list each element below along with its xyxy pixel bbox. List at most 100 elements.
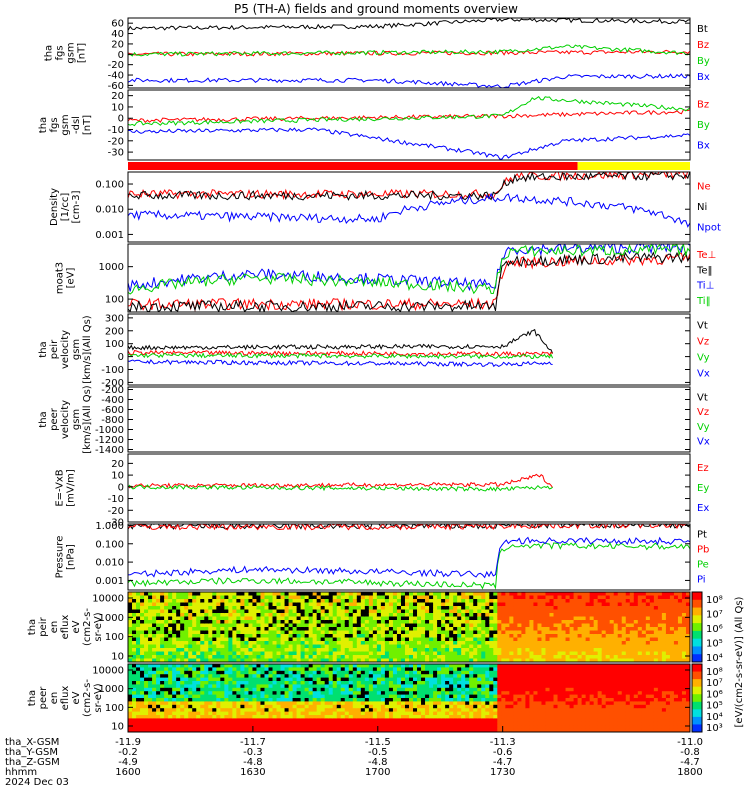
heatmap-cell xyxy=(192,698,197,702)
heatmap-cell xyxy=(333,603,338,607)
series-line-density-1 xyxy=(128,171,690,200)
heatmap-cell xyxy=(501,681,506,685)
heatmap-cell xyxy=(128,592,133,596)
heatmap-cell xyxy=(646,638,651,642)
heatmap-cell xyxy=(441,698,446,702)
heatmap-cell xyxy=(445,674,450,678)
heatmap-cell xyxy=(333,708,338,712)
heatmap-cell xyxy=(188,596,193,600)
heatmap-cell xyxy=(529,610,534,614)
heatmap-cell xyxy=(385,634,390,638)
heatmap-cell xyxy=(192,648,197,652)
heatmap-cell xyxy=(365,664,370,668)
heatmap-cell xyxy=(545,641,550,645)
heatmap-cell xyxy=(537,627,542,631)
heatmap-cell xyxy=(188,620,193,624)
heatmap-cell xyxy=(614,620,619,624)
heatmap-cell xyxy=(413,688,418,692)
heatmap-cell xyxy=(337,718,342,722)
series-line-bfgs-1 xyxy=(128,97,690,126)
heatmap-cell xyxy=(602,620,607,624)
heatmap-cell xyxy=(465,596,470,600)
series-line-temp-0 xyxy=(128,253,690,309)
heatmap-cell xyxy=(305,592,310,596)
heatmap-cell xyxy=(373,695,378,699)
heatmap-cell xyxy=(574,652,579,656)
heatmap-cell xyxy=(481,712,486,716)
heatmap-cell xyxy=(152,681,157,685)
heatmap-cell xyxy=(317,705,322,709)
heatmap-cell xyxy=(457,684,462,688)
heatmap-cell xyxy=(517,592,522,596)
panel-frame xyxy=(128,90,690,160)
legend-label: Pb xyxy=(697,545,709,556)
heatmap-cell xyxy=(533,631,538,635)
heatmap-cell xyxy=(333,725,338,729)
heatmap-cell xyxy=(465,722,470,726)
heatmap-cell xyxy=(152,631,157,635)
heatmap-cell xyxy=(441,667,446,671)
heatmap-cell xyxy=(301,674,306,678)
heatmap-cell xyxy=(558,610,563,614)
heatmap-cell xyxy=(525,606,530,610)
series-line-efield-0 xyxy=(128,474,553,487)
heatmap-cell xyxy=(638,645,643,649)
heatmap-cell xyxy=(140,715,145,719)
heatmap-cell xyxy=(473,712,478,716)
heatmap-cell xyxy=(525,624,530,628)
heatmap-cell xyxy=(586,638,591,642)
heatmap-cell xyxy=(413,652,418,656)
heatmap-cell xyxy=(658,631,663,635)
heatmap-cell xyxy=(389,712,394,716)
heatmap-cell xyxy=(269,610,274,614)
heatmap-cell xyxy=(357,705,362,709)
heatmap-cell xyxy=(497,599,502,603)
heatmap-cell xyxy=(345,592,350,596)
legend-label: Vy xyxy=(697,422,710,433)
heatmap-cell xyxy=(517,617,522,621)
heatmap-cell xyxy=(598,603,603,607)
heatmap-cell xyxy=(469,599,474,603)
heatmap-cell xyxy=(473,722,478,726)
heatmap-cell xyxy=(144,624,149,628)
heatmap-cell xyxy=(425,634,430,638)
heatmap-cell xyxy=(188,671,193,675)
heatmap-cell xyxy=(204,698,209,702)
heatmap-cell xyxy=(325,610,330,614)
legend-label: Vz xyxy=(697,407,709,418)
heatmap-cell xyxy=(140,708,145,712)
heatmap-cell xyxy=(188,631,193,635)
heatmap-cell xyxy=(297,603,302,607)
heatmap-cell xyxy=(425,678,430,682)
heatmap-cell xyxy=(650,648,655,652)
heatmap-cell xyxy=(509,681,514,685)
heatmap-cell xyxy=(421,655,426,659)
heatmap-cell xyxy=(281,655,286,659)
heatmap-cell xyxy=(293,664,298,668)
heatmap-cell xyxy=(437,664,442,668)
heatmap-cell xyxy=(136,596,141,600)
heatmap-cell xyxy=(289,610,294,614)
heatmap-cell xyxy=(128,718,133,722)
heatmap-cell xyxy=(389,606,394,610)
heatmap-cell xyxy=(321,718,326,722)
heatmap-cell xyxy=(485,638,490,642)
heatmap-cell xyxy=(481,708,486,712)
y-axis-label: peir xyxy=(38,616,49,636)
heatmap-cell xyxy=(277,718,282,722)
heatmap-cell xyxy=(317,596,322,600)
heatmap-cell xyxy=(666,592,671,596)
heatmap-cell xyxy=(289,701,294,705)
heatmap-cell xyxy=(349,627,354,631)
heatmap-cell xyxy=(144,725,149,729)
heatmap-cell xyxy=(477,678,482,682)
heatmap-cell xyxy=(160,652,165,656)
heatmap-cell xyxy=(345,641,350,645)
heatmap-cell xyxy=(377,712,382,716)
y-axis-label: [km/s](All Qs) xyxy=(82,385,93,453)
heatmap-cell xyxy=(457,617,462,621)
y-tick-label: 10 xyxy=(111,652,124,663)
heatmap-cell xyxy=(473,705,478,709)
heatmap-cell xyxy=(558,631,563,635)
